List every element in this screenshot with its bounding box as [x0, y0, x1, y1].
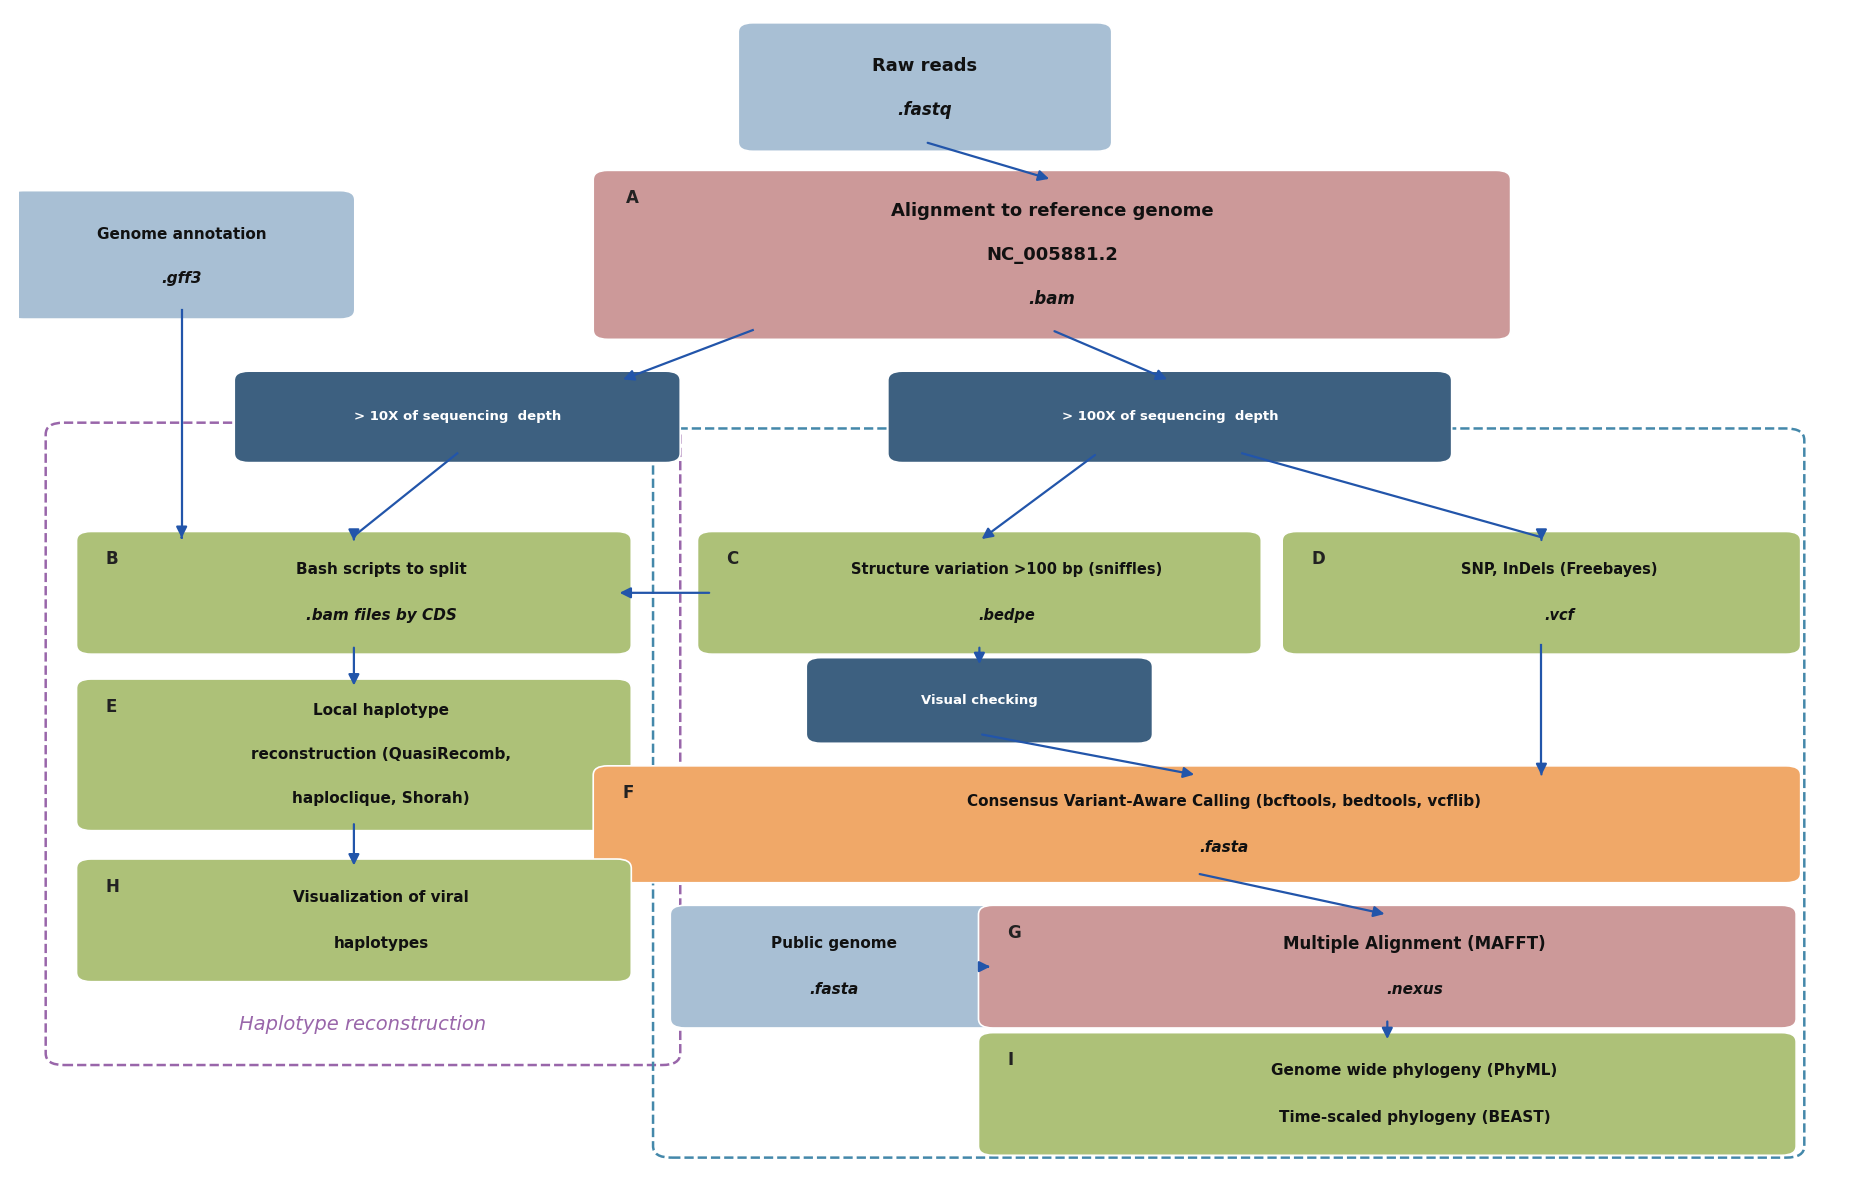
Text: G: G	[1008, 924, 1021, 941]
Text: .fasta: .fasta	[810, 983, 858, 997]
Text: Visual checking: Visual checking	[921, 694, 1038, 707]
Text: Haplotype reconstruction: Haplotype reconstruction	[239, 1014, 487, 1035]
Text: A: A	[625, 189, 638, 207]
Text: Bash scripts to split: Bash scripts to split	[296, 562, 466, 578]
FancyBboxPatch shape	[76, 859, 631, 981]
FancyBboxPatch shape	[807, 658, 1153, 743]
Text: I: I	[1008, 1051, 1014, 1069]
Text: .fastq: .fastq	[897, 102, 953, 119]
Text: .bam files by CDS: .bam files by CDS	[305, 608, 457, 624]
FancyBboxPatch shape	[594, 765, 1800, 882]
FancyBboxPatch shape	[1282, 531, 1800, 654]
FancyBboxPatch shape	[235, 371, 681, 463]
Text: Raw reads: Raw reads	[873, 57, 977, 76]
FancyBboxPatch shape	[697, 531, 1262, 654]
FancyBboxPatch shape	[9, 190, 355, 319]
Text: Consensus Variant-Aware Calling (bcftools, bedtools, vcflib): Consensus Variant-Aware Calling (bcftool…	[968, 794, 1482, 809]
FancyBboxPatch shape	[670, 906, 999, 1027]
Text: > 100X of sequencing  depth: > 100X of sequencing depth	[1062, 410, 1278, 424]
FancyBboxPatch shape	[979, 1032, 1796, 1155]
FancyBboxPatch shape	[76, 679, 631, 830]
Text: Local haplotype: Local haplotype	[313, 704, 450, 718]
FancyBboxPatch shape	[888, 371, 1452, 463]
Text: reconstruction (QuasiRecomb,: reconstruction (QuasiRecomb,	[252, 748, 511, 763]
Text: .bam: .bam	[1029, 289, 1075, 308]
Text: Multiple Alignment (MAFFT): Multiple Alignment (MAFFT)	[1284, 934, 1547, 953]
FancyBboxPatch shape	[76, 531, 631, 654]
Text: F: F	[622, 784, 633, 802]
FancyBboxPatch shape	[979, 906, 1796, 1027]
Text: Genome wide phylogeny (PhyML): Genome wide phylogeny (PhyML)	[1271, 1063, 1558, 1078]
Text: Variant-Calling: Variant-Calling	[1158, 1108, 1301, 1127]
Text: > 10X of sequencing  depth: > 10X of sequencing depth	[353, 410, 561, 424]
Text: C: C	[727, 550, 738, 568]
Text: Alignment to reference genome: Alignment to reference genome	[890, 202, 1214, 220]
Text: .gff3: .gff3	[161, 270, 202, 286]
Text: D: D	[1312, 550, 1325, 568]
Text: .bedpe: .bedpe	[979, 608, 1034, 624]
Text: NC_005881.2: NC_005881.2	[986, 246, 1117, 263]
FancyBboxPatch shape	[594, 170, 1511, 339]
Text: H: H	[105, 877, 120, 895]
Text: Visualization of viral: Visualization of viral	[292, 889, 470, 905]
Text: Genome annotation: Genome annotation	[96, 227, 266, 242]
Text: .fasta: .fasta	[1199, 840, 1249, 855]
Text: Public genome: Public genome	[771, 937, 897, 951]
Text: E: E	[105, 698, 117, 716]
Text: SNP, InDels (Freebayes): SNP, InDels (Freebayes)	[1462, 562, 1658, 578]
Text: haploclique, Shorah): haploclique, Shorah)	[292, 791, 470, 807]
Text: haplotypes: haplotypes	[333, 937, 429, 951]
Text: Structure variation >100 bp (sniffles): Structure variation >100 bp (sniffles)	[851, 562, 1162, 578]
Text: B: B	[105, 550, 118, 568]
Text: .nexus: .nexus	[1386, 983, 1443, 997]
FancyBboxPatch shape	[738, 22, 1112, 151]
Text: .vcf: .vcf	[1545, 608, 1574, 624]
Text: Time-scaled phylogeny (BEAST): Time-scaled phylogeny (BEAST)	[1278, 1110, 1550, 1124]
